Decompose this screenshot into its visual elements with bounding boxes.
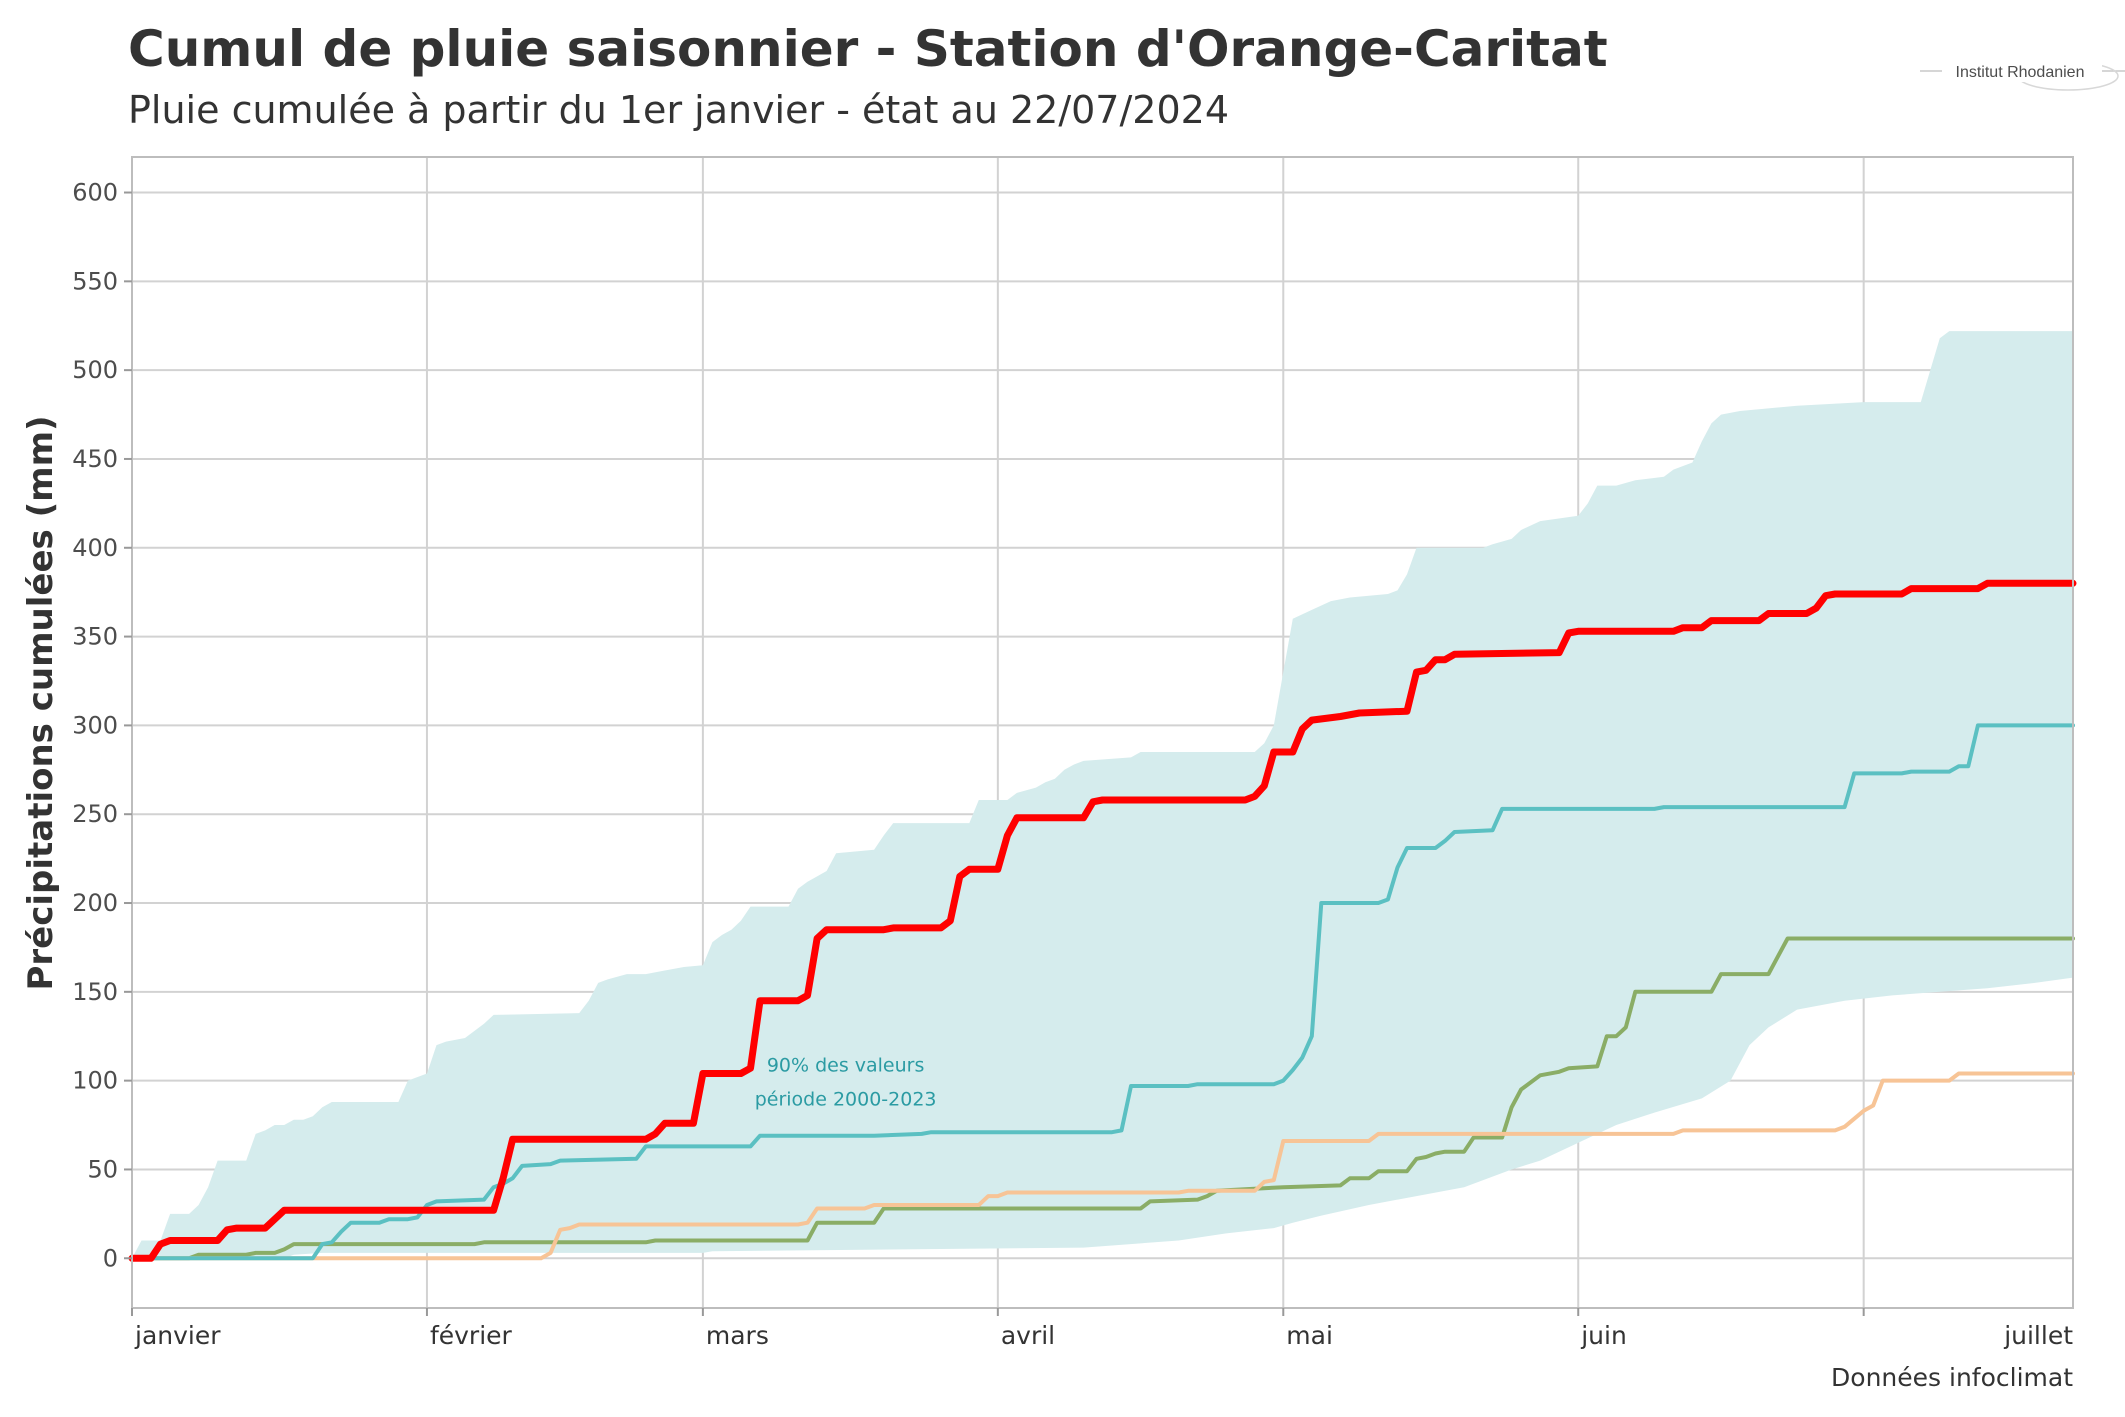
y-tick-label: 400	[72, 534, 118, 562]
plot-frame	[131, 156, 2074, 1309]
y-tick-label: 550	[72, 267, 118, 295]
x-tick-label: juillet	[2003, 1321, 2073, 1350]
source-note: Données infoclimat	[1831, 1363, 2073, 1392]
x-axis-ticks: janvier février mars avril mai juin juillet	[131, 1308, 2073, 1350]
x-tick-label: avril	[1001, 1321, 1055, 1350]
y-tick-label: 600	[72, 179, 118, 207]
x-tick-label: juin	[1580, 1321, 1627, 1350]
series-lines	[128, 579, 2077, 1262]
y-tick-label: 300	[72, 711, 118, 739]
y-tick-label: 200	[72, 889, 118, 917]
series-line-3	[130, 936, 2075, 1261]
band-label-line: période 2000-2023	[755, 1089, 937, 1111]
x-tick-label: mai	[1286, 1321, 1333, 1350]
y-tick-label: 50	[87, 1155, 118, 1183]
logo-text: Institut Rhodanien	[1956, 64, 2085, 81]
x-tick-label: janvier	[134, 1321, 221, 1350]
series-line-0	[128, 579, 2077, 1262]
series-line-2	[130, 1071, 2075, 1261]
y-tick-label: 450	[72, 445, 118, 473]
chart-subtitle: Pluie cumulée à partir du 1er janvier - …	[128, 88, 1229, 132]
institut-rhodanien-logo: Institut Rhodanien	[1920, 60, 2125, 91]
y-axis-title-group: Précipitations cumulées (mm)	[21, 415, 61, 990]
y-tick-label: 500	[72, 356, 118, 384]
series-line-1	[130, 723, 2075, 1261]
y-axis-ticks: 0 50 100 150 200 250 300 350 400 450 500 550 600	[72, 179, 132, 1272]
plot-area: 90% des valeurs période 2000-2023	[128, 156, 2077, 1309]
band-label: 90% des valeurs période 2000-2023	[755, 1055, 937, 1111]
y-tick-label: 0	[103, 1244, 118, 1272]
x-tick-label: mars	[706, 1321, 769, 1350]
y-tick-label: 350	[72, 623, 118, 651]
y-tick-label: 150	[72, 978, 118, 1006]
y-tick-label: 100	[72, 1067, 118, 1095]
chart-title: Cumul de pluie saisonnier - Station d'Or…	[128, 20, 1608, 78]
y-tick-label: 250	[72, 800, 118, 828]
x-tick-label: février	[430, 1321, 513, 1350]
y-axis-title: Précipitations cumulées (mm)	[21, 415, 61, 990]
band-label-line: 90% des valeurs	[767, 1055, 925, 1077]
percentile-band	[132, 331, 2073, 1259]
